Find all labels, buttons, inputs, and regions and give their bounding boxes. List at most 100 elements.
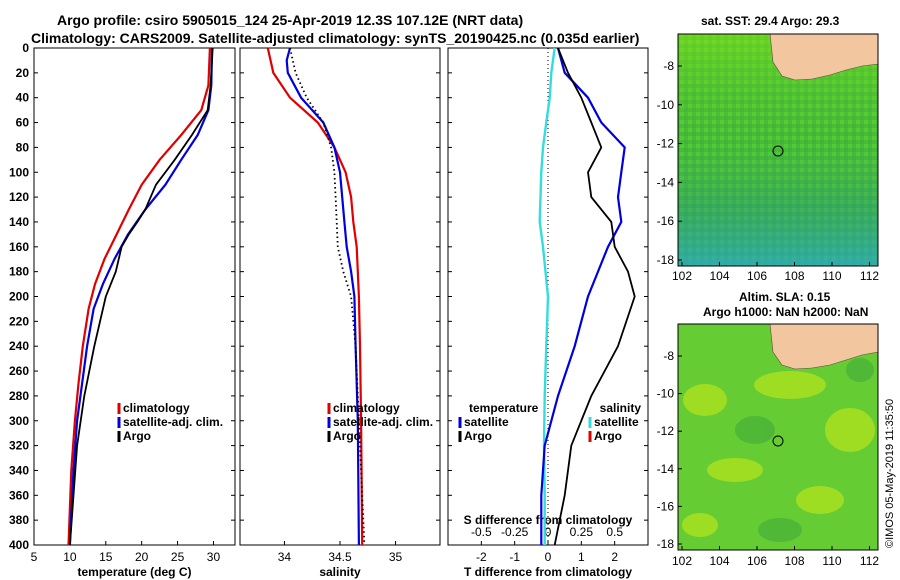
y-tick-label: 400 [9, 538, 29, 552]
x-tick-label: 0 [545, 550, 552, 564]
map-lat-tick-label: -8 [663, 349, 674, 363]
y-tick-label: 320 [9, 439, 29, 453]
y-tick-label: 60 [16, 116, 30, 130]
sla-map-title-line1: Altim. SLA: 0.15 [739, 290, 831, 304]
map-lat-tick-label: -12 [657, 424, 675, 438]
diff-legend-temp-entry: satellite [464, 415, 509, 429]
sst-map-shading [678, 34, 878, 266]
map-lon-tick-label: 106 [747, 554, 767, 568]
map-lat-tick-label: -12 [657, 137, 675, 151]
diff-legend-sal-entry: Argo [594, 429, 622, 443]
sal-diff-sat-line [538, 47, 556, 545]
map-lon-tick-label: 110 [822, 269, 841, 283]
x-tick-label: 30 [207, 550, 221, 564]
sal-legend-entry: Argo [333, 429, 361, 443]
map-lon-tick-label: 106 [747, 269, 767, 283]
map-lat-tick-label: -10 [657, 387, 675, 401]
panel-frame-1 [33, 47, 236, 546]
map-lon-tick-label: 108 [784, 269, 804, 283]
sal-sat-line [285, 47, 360, 546]
x-tick-label: 2 [611, 550, 618, 564]
chart-title-line2: Climatology: CARS2009. Satellite-adjuste… [31, 30, 640, 46]
sla-argo-location-marker [772, 435, 784, 447]
y-tick-label: 380 [9, 513, 29, 527]
temp-legend-entry: climatology [123, 401, 190, 415]
y-tick-label: 340 [9, 463, 29, 477]
temp-clim-line [67, 47, 211, 546]
top-x-axis-label: S difference from climatology [464, 513, 633, 527]
y-tick-label: 40 [16, 91, 30, 105]
y-tick-label: 20 [16, 66, 30, 80]
y-tick-label: 0 [22, 41, 29, 55]
x-tick-label: 5 [31, 550, 38, 564]
top-x-tick-label: 0.5 [606, 525, 623, 539]
sal-argo-line [289, 47, 366, 546]
sla-map-frame [677, 323, 879, 551]
sal-legend-entry: satellite-adj. clim. [333, 415, 433, 429]
y-tick-label: 300 [9, 414, 29, 428]
map-lat-tick-label: -10 [657, 98, 675, 112]
temp-legend-entry: Argo [123, 429, 151, 443]
sla-map-blobs [682, 371, 875, 537]
x-tick-label: 10 [63, 550, 77, 564]
sla-map-title-line2: Argo h1000: NaN h2000: NaN [703, 305, 869, 319]
map-lon-tick-label: 102 [672, 269, 692, 283]
map-lat-tick-label: -14 [657, 462, 675, 476]
x-tick-label: -2 [476, 550, 487, 564]
panel-frame-2 [239, 47, 441, 546]
map-lon-tick-label: 104 [709, 554, 729, 568]
map-lon-tick-label: 108 [784, 554, 804, 568]
y-tick-label: 240 [9, 339, 29, 353]
temp-diff-argo-line [553, 47, 636, 546]
sal-legend-entry: climatology [333, 401, 400, 415]
y-tick-label: 360 [9, 488, 29, 502]
x-tick-label: 35 [389, 550, 403, 564]
x-tick-label: 20 [135, 550, 149, 564]
chart-title-line1: Argo profile: csiro 5905015_124 25-Apr-2… [57, 12, 524, 28]
sst-argo-location-marker [772, 145, 784, 157]
y-tick-label: 220 [9, 314, 29, 328]
top-x-tick-label: 0.25 [570, 525, 594, 539]
map-lon-tick-label: 110 [822, 554, 841, 568]
map-lat-tick-label: -16 [657, 214, 675, 228]
map-lat-tick-label: -14 [657, 175, 675, 189]
map-lon-tick-label: 112 [860, 554, 879, 568]
diff-legend-temp-entry: Argo [464, 429, 492, 443]
temp-legend-entry: satellite-adj. clim. [123, 415, 223, 429]
x-tick-label: 34 [278, 550, 292, 564]
top-x-tick-label: -0.5 [471, 525, 492, 539]
temp-argo-line [69, 47, 214, 546]
y-tick-label: 120 [9, 190, 29, 204]
y-tick-label: 200 [9, 290, 29, 304]
sal-clim-line [266, 47, 364, 546]
y-tick-label: 80 [16, 140, 30, 154]
diff-legend-heading: salinity [600, 401, 642, 415]
y-tick-label: 280 [9, 389, 29, 403]
x-tick-label: 15 [99, 550, 113, 564]
top-x-tick-label: 0 [545, 525, 552, 539]
diff-legend-heading: temperature [469, 401, 539, 415]
sst-map-frame [677, 33, 879, 267]
x-axis-label: T difference from climatology [464, 565, 632, 579]
x-tick-label: -1 [509, 550, 520, 564]
x-axis-label: temperature (deg C) [77, 565, 191, 579]
temp-diff-sat-line [540, 47, 626, 545]
map-lon-tick-label: 102 [672, 554, 692, 568]
x-tick-label: 25 [171, 550, 185, 564]
map-lon-tick-label: 112 [860, 269, 879, 283]
y-tick-label: 260 [9, 364, 29, 378]
sst-map-title: sat. SST: 29.4 Argo: 29.3 [701, 14, 840, 28]
map-lat-tick-label: -18 [657, 253, 675, 267]
map-lat-tick-label: -16 [657, 499, 675, 513]
y-tick-label: 140 [9, 215, 29, 229]
y-tick-label: 160 [9, 240, 29, 254]
diff-legend-sal-entry: satellite [594, 415, 639, 429]
y-tick-label: 100 [9, 165, 29, 179]
x-tick-label: 34.5 [328, 550, 352, 564]
sla-map-shadows [735, 358, 874, 542]
x-tick-label: 1 [578, 550, 585, 564]
map-lon-tick-label: 104 [709, 269, 729, 283]
x-axis-label: salinity [319, 565, 361, 579]
map-lat-tick-label: -18 [657, 537, 675, 551]
top-x-tick-label: -0.25 [501, 525, 529, 539]
